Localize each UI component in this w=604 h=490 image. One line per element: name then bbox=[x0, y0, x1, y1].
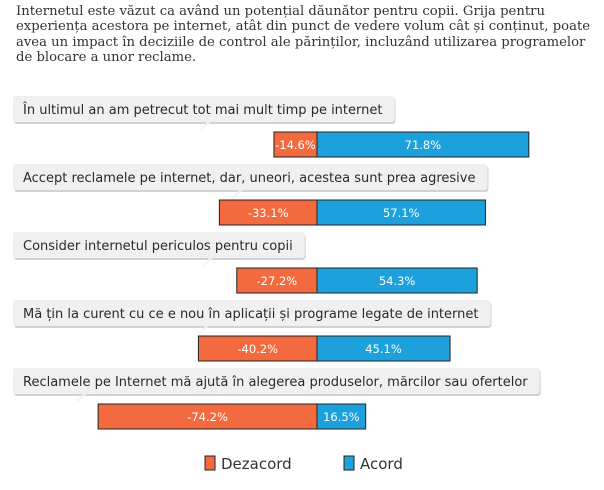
bar-label-acord: 45.1% bbox=[365, 342, 402, 356]
category-bubble-tail bbox=[74, 393, 88, 405]
bar-dezacord bbox=[273, 131, 318, 158]
category-bubble bbox=[13, 232, 305, 258]
bar-label-acord: 16.5% bbox=[323, 410, 360, 424]
bar-acord bbox=[316, 403, 367, 430]
bar-label-acord: 54.3% bbox=[379, 274, 416, 288]
bar-dezacord bbox=[236, 267, 318, 294]
bar-label-dezacord: -33.1% bbox=[248, 206, 289, 220]
legend-swatch-dezacord bbox=[204, 455, 216, 471]
bar-acord bbox=[316, 335, 451, 362]
category-label: Accept reclamele pe internet, dar, uneor… bbox=[23, 171, 475, 186]
category-bubble-tail bbox=[196, 325, 210, 337]
category-bubble-tail bbox=[198, 121, 212, 133]
bar-acord bbox=[316, 199, 486, 226]
bar-label-dezacord: -14.6% bbox=[275, 138, 316, 152]
bar-label-acord: 71.8% bbox=[405, 138, 442, 152]
category-bubble bbox=[13, 368, 540, 394]
category-bubble-tail bbox=[200, 257, 214, 269]
category-bubble-tail bbox=[230, 189, 244, 201]
category-bubble bbox=[13, 96, 395, 122]
legend-label-acord: Acord bbox=[360, 455, 403, 473]
legend-label-dezacord: Dezacord bbox=[221, 455, 292, 473]
category-bubble bbox=[13, 164, 488, 190]
category-label: Consider internetul periculos pentru cop… bbox=[23, 239, 293, 254]
bar-label-acord: 57.1% bbox=[383, 206, 420, 220]
bar-dezacord bbox=[218, 199, 318, 226]
bar-dezacord bbox=[97, 403, 318, 430]
bar-acord bbox=[316, 131, 530, 158]
bar-label-dezacord: -40.2% bbox=[237, 342, 278, 356]
bar-dezacord bbox=[197, 335, 318, 362]
bar-label-dezacord: -74.2% bbox=[187, 410, 228, 424]
bar-label-dezacord: -27.2% bbox=[257, 274, 298, 288]
legend-swatch-acord bbox=[343, 455, 355, 471]
category-label: În ultimul an am petrecut tot mai mult t… bbox=[22, 102, 382, 118]
category-label: Mă țin la curent cu ce e nou în aplicați… bbox=[23, 307, 478, 322]
category-label: Reclamele pe Internet mă ajută în aleger… bbox=[23, 375, 528, 390]
category-bubble bbox=[13, 300, 491, 326]
intro-text: Internetul este văzut ca având un potenț… bbox=[16, 4, 591, 66]
bar-acord bbox=[316, 267, 478, 294]
